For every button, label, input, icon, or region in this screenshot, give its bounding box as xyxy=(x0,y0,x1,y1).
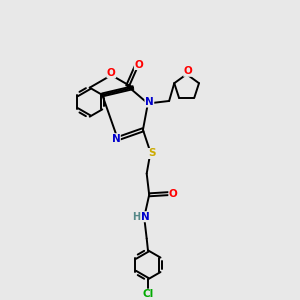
Text: N: N xyxy=(145,97,154,107)
Text: O: O xyxy=(134,60,143,70)
Text: O: O xyxy=(169,189,178,199)
Text: O: O xyxy=(184,66,193,76)
Text: Cl: Cl xyxy=(142,289,154,299)
Text: N: N xyxy=(112,134,120,144)
Text: O: O xyxy=(107,68,116,78)
Text: S: S xyxy=(148,148,156,158)
Text: H: H xyxy=(132,212,140,222)
Text: N: N xyxy=(141,212,150,222)
